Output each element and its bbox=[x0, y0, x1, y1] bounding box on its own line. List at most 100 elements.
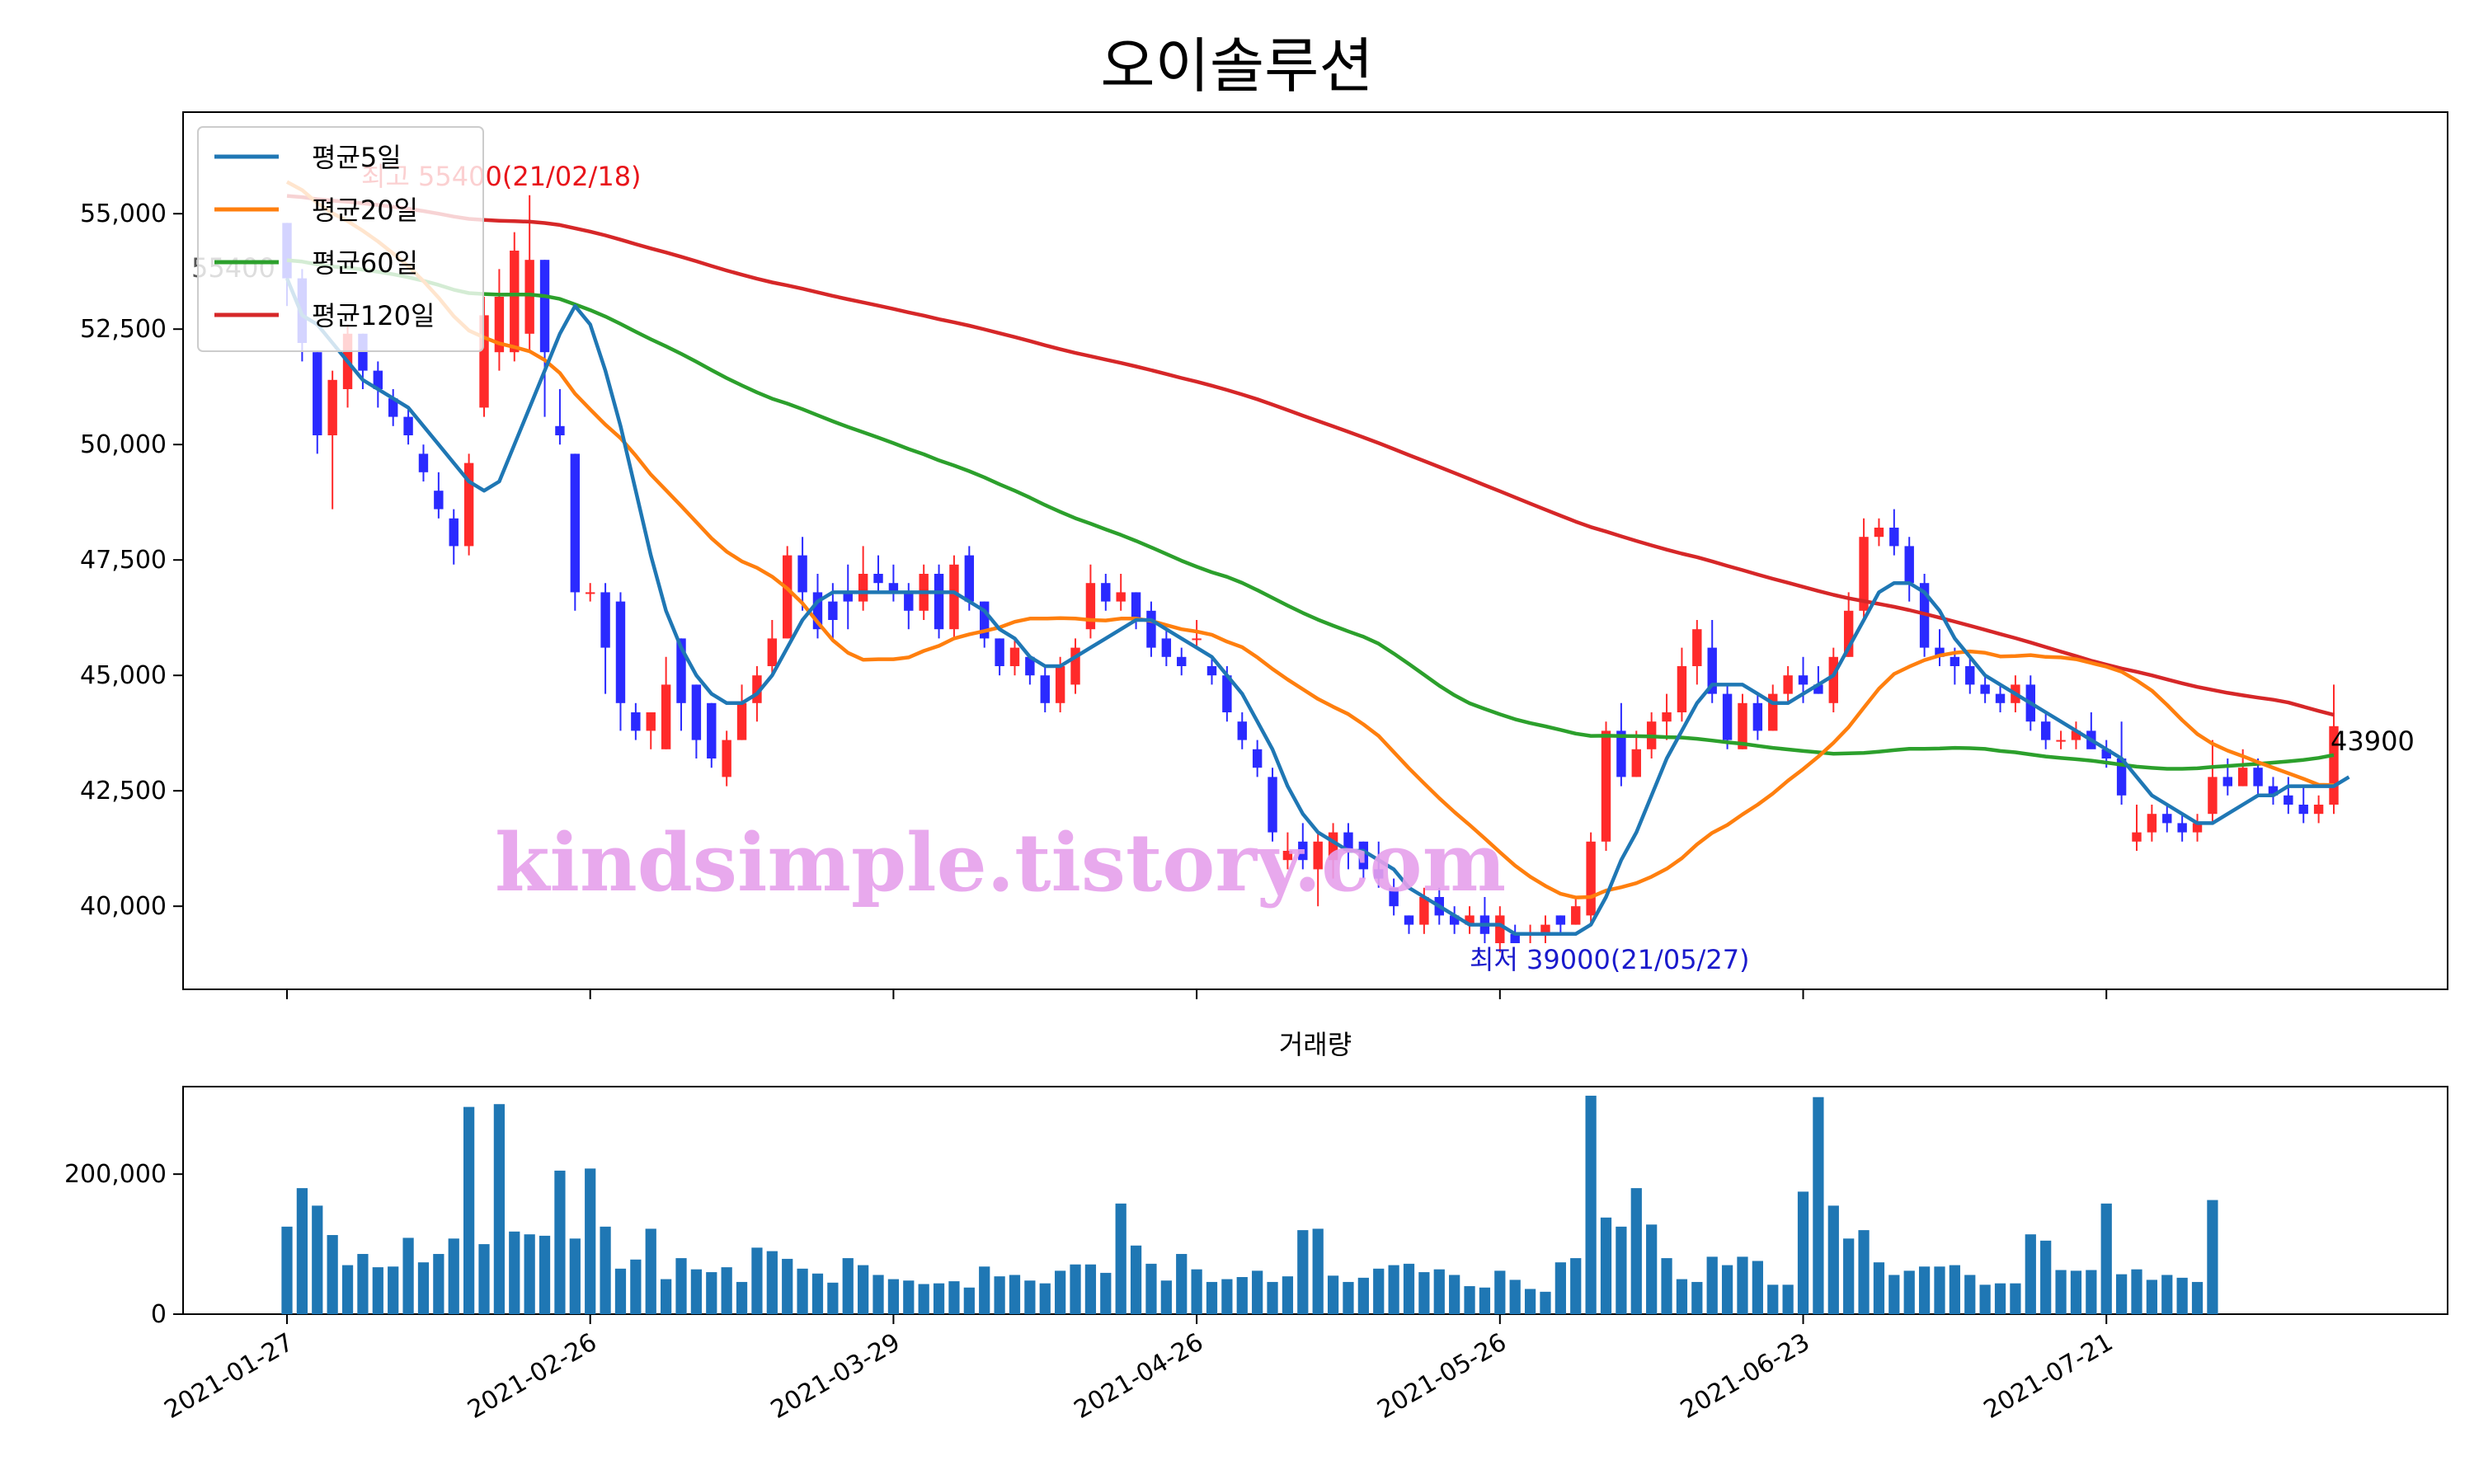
volume-bar bbox=[2100, 1203, 2112, 1314]
candle-body bbox=[327, 379, 337, 435]
volume-bar bbox=[493, 1104, 506, 1314]
candle-body bbox=[1677, 666, 1687, 712]
volume-bar bbox=[1024, 1280, 1036, 1314]
candle-body bbox=[539, 260, 550, 353]
volume-bar bbox=[797, 1268, 808, 1314]
volume-bar bbox=[872, 1275, 884, 1314]
candle-body bbox=[600, 592, 610, 648]
candle-body bbox=[1465, 915, 1475, 925]
volume-bar bbox=[1009, 1275, 1021, 1314]
candle-body bbox=[373, 370, 383, 389]
candle-body bbox=[1571, 906, 1581, 925]
volume-bar bbox=[341, 1265, 354, 1314]
candle-body bbox=[1631, 749, 1641, 777]
candle-body bbox=[1738, 702, 1747, 749]
candle-body bbox=[403, 416, 413, 435]
candle-body bbox=[524, 260, 534, 334]
candle-body bbox=[736, 702, 747, 740]
volume-bar bbox=[1509, 1280, 1521, 1314]
volume-bar bbox=[1055, 1270, 1066, 1314]
candle-body bbox=[1298, 841, 1308, 861]
candle-body bbox=[1177, 656, 1187, 666]
volume-bar bbox=[1039, 1283, 1051, 1314]
volume-bar bbox=[1327, 1275, 1339, 1314]
price-y-axis: 40,000 42,500 45,000 47,500 50,000 52,500 55,0… bbox=[80, 200, 183, 921]
candle-body bbox=[615, 601, 626, 703]
volume-bar bbox=[1357, 1277, 1369, 1314]
candle-body bbox=[1601, 730, 1611, 842]
volume-bar bbox=[963, 1287, 975, 1314]
volume-bar bbox=[357, 1253, 369, 1314]
volume-bar bbox=[887, 1279, 900, 1314]
volume-bar bbox=[1646, 1224, 1658, 1314]
candle-body bbox=[1404, 915, 1414, 925]
volume-bar bbox=[1554, 1262, 1566, 1314]
volume-bar bbox=[675, 1258, 687, 1314]
candle-body bbox=[1449, 915, 1460, 925]
candle-body bbox=[434, 491, 444, 510]
volume-bar bbox=[1084, 1264, 1097, 1314]
candle-body bbox=[2237, 768, 2248, 787]
candle-body bbox=[2222, 777, 2233, 787]
volume-bar bbox=[1236, 1276, 1248, 1314]
volume-bar bbox=[1418, 1272, 1430, 1314]
candle-body bbox=[1419, 897, 1429, 925]
candle-body bbox=[964, 555, 975, 602]
min-price-label: 최저 39000(21/05/27) bbox=[1470, 944, 1750, 975]
volume-bar bbox=[388, 1266, 399, 1314]
volume-bar bbox=[569, 1238, 581, 1314]
candle-body bbox=[1313, 841, 1323, 870]
candle-body bbox=[828, 601, 838, 620]
volume-bar bbox=[1070, 1264, 1081, 1314]
candle-body bbox=[888, 583, 899, 593]
candle-body bbox=[1950, 656, 1960, 666]
ma20-line bbox=[285, 180, 2335, 899]
volume-bar bbox=[402, 1237, 414, 1314]
volume-bar bbox=[1100, 1272, 1112, 1314]
last-price-label: 43900 bbox=[2331, 726, 2415, 757]
price-y-tick-label: 40,000 bbox=[80, 892, 167, 921]
volume-bar bbox=[1160, 1280, 1172, 1314]
candle-body bbox=[1070, 647, 1080, 685]
volume-bar bbox=[2146, 1280, 2157, 1314]
volume-bar bbox=[1373, 1268, 1385, 1314]
candle-body bbox=[904, 592, 914, 611]
date-x-tick-label: 2021-05-26 bbox=[1372, 1328, 1511, 1425]
volume-bar bbox=[1115, 1203, 1126, 1314]
candle-body bbox=[2177, 823, 2187, 833]
candle-body bbox=[1374, 869, 1384, 879]
chart-title: 오이솔루션 bbox=[1100, 31, 1373, 101]
candle-body bbox=[1055, 666, 1065, 703]
candle-body bbox=[2040, 721, 2051, 740]
volume-bar bbox=[1145, 1263, 1157, 1314]
candle-body bbox=[463, 463, 474, 547]
volume-bar bbox=[1494, 1270, 1506, 1314]
volume-bar bbox=[842, 1258, 854, 1314]
candle-body bbox=[1116, 592, 1126, 602]
candle-body bbox=[1722, 693, 1733, 740]
candle-body bbox=[1828, 656, 1838, 703]
volume-bar bbox=[721, 1267, 732, 1314]
candle-body bbox=[1192, 638, 1202, 641]
price-plot-frame bbox=[182, 111, 2448, 990]
candle-body bbox=[1798, 675, 1808, 685]
volume-bar bbox=[2025, 1234, 2036, 1314]
volume-bar bbox=[614, 1268, 627, 1314]
volume-bar bbox=[600, 1226, 611, 1314]
candle-body bbox=[1040, 675, 1050, 703]
candle-body bbox=[2147, 814, 2157, 833]
date-x-tick-label: 2021-02-26 bbox=[463, 1328, 601, 1425]
candle-body bbox=[1237, 721, 1247, 740]
legend-label-ma20: 평균20일 bbox=[312, 195, 418, 226]
volume-bar bbox=[1721, 1265, 1733, 1314]
candle-body bbox=[1358, 841, 1369, 870]
volume-bar bbox=[417, 1262, 430, 1314]
volume-bar bbox=[1994, 1283, 2006, 1314]
candle-body bbox=[1874, 528, 1884, 538]
volume-y-axis: 0 200,000 bbox=[64, 1160, 183, 1329]
candle-body bbox=[797, 555, 807, 593]
candle-body bbox=[2162, 814, 2172, 824]
legend-label-ma120: 평균120일 bbox=[312, 300, 435, 331]
volume-bar bbox=[1297, 1230, 1309, 1314]
